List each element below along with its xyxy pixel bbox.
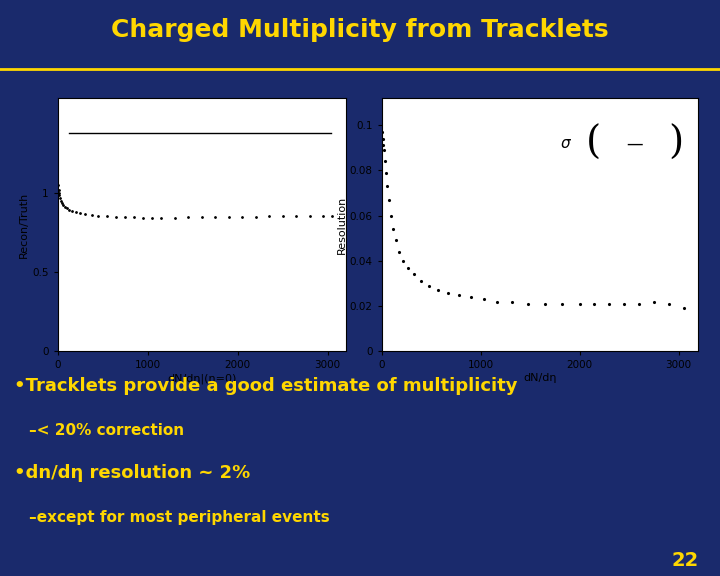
Text: 22: 22 [671,551,698,570]
Text: •Tracklets provide a good estimate of multiplicity: •Tracklets provide a good estimate of mu… [14,377,518,395]
Text: —: — [626,135,644,153]
Y-axis label: Resolution: Resolution [337,195,347,254]
Text: Charged Multiplicity from Tracklets: Charged Multiplicity from Tracklets [111,18,609,42]
Text: –except for most peripheral events: –except for most peripheral events [29,510,330,525]
X-axis label: dN/dη: dN/dη [523,373,557,383]
X-axis label: dN/dη|(η=0): dN/dη|(η=0) [167,373,236,384]
Text: σ: σ [561,136,570,151]
Y-axis label: Recon/Truth: Recon/Truth [19,191,30,258]
Text: (: ( [586,125,601,162]
Text: •dn/dη resolution ~ 2%: •dn/dη resolution ~ 2% [14,464,251,482]
Text: –< 20% correction: –< 20% correction [29,423,184,438]
Text: ): ) [669,125,684,162]
